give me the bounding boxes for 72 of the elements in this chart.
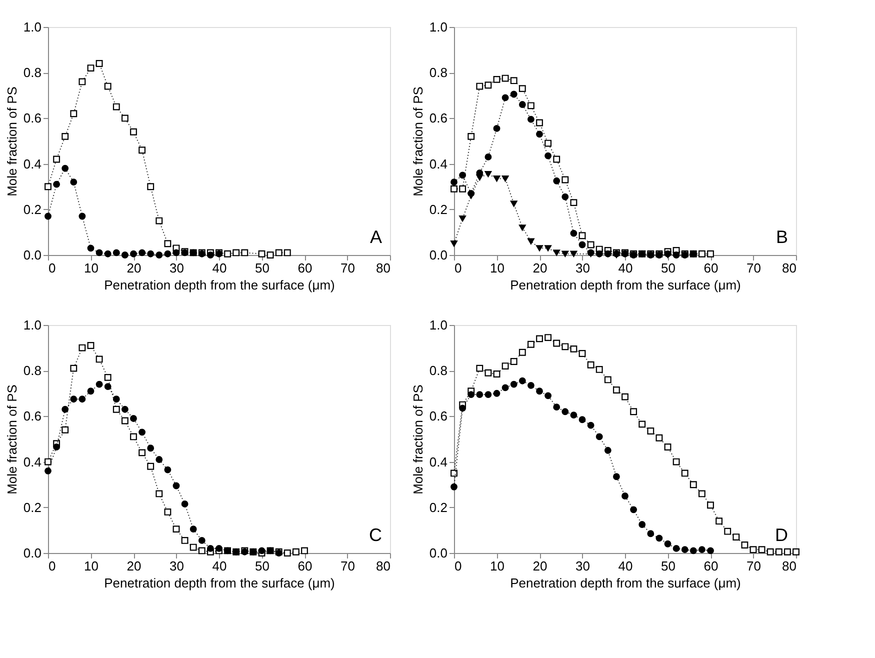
x-tick-label: 30 [576,558,590,574]
y-tick-label: 1.0 [429,318,448,332]
annotation: C [369,525,382,545]
x-tick-label: 60 [298,260,312,276]
y-tick-label: 0.6 [23,110,42,126]
x-tick-label: 70 [746,260,761,276]
x-axis-title: Penetration depth from the surface (μm) [510,278,741,292]
y-tick-label: 1.0 [23,318,42,332]
x-tick-label: 70 [340,558,355,574]
x-tick-label: 60 [298,558,312,574]
x-tick-label: 10 [84,558,98,574]
x-tick-label: 50 [255,260,270,276]
x-tick-label: 40 [618,558,633,574]
y-tick-label: 0.2 [23,202,42,217]
y-tick-label: 0.4 [429,454,448,470]
x-tick-label: 40 [212,558,227,574]
y-tick-label: 0.4 [429,156,448,172]
y-tick-label: 0.0 [429,248,448,262]
x-tick-label: 20 [532,558,548,574]
x-tick-label: 10 [490,558,504,574]
y-tick-label: 1.0 [429,20,448,34]
x-tick-label: 80 [782,260,796,276]
x-tick-label: 20 [126,260,142,276]
x-tick-label: 0 [48,260,56,276]
x-tick-label: 60 [704,558,718,574]
y-tick-label: 0.0 [429,546,448,560]
y-tick-label: 0.4 [23,156,42,172]
y-tick-label: 0.8 [23,65,42,80]
x-tick-label: 30 [170,558,184,574]
x-axis-title: Penetration depth from the surface (μm) [104,576,335,590]
y-tick-label: 0.0 [23,248,42,262]
y-axis-title: Mole fraction of PS [410,384,426,494]
y-tick-label: 0.8 [429,65,448,80]
x-tick-label: 40 [618,260,633,276]
x-tick-label: 70 [746,558,761,574]
x-tick-label: 0 [454,558,462,574]
y-tick-label: 0.8 [429,363,448,378]
y-tick-label: 0.2 [429,500,448,515]
x-tick-label: 70 [340,260,355,276]
y-tick-label: 0.6 [429,408,448,424]
x-tick-label: 10 [490,260,504,276]
x-tick-label: 40 [212,260,227,276]
x-tick-label: 60 [704,260,718,276]
annotation: D [775,525,788,545]
y-axis-title: Mole fraction of PS [4,86,20,196]
y-tick-label: 0.6 [23,408,42,424]
x-tick-label: 50 [255,558,270,574]
x-tick-label: 50 [661,260,676,276]
annotation: B [776,227,788,247]
x-tick-label: 20 [532,260,548,276]
y-axis-title: Mole fraction of PS [4,384,20,494]
x-tick-label: 80 [376,260,390,276]
y-tick-label: 0.8 [23,363,42,378]
x-tick-label: 50 [661,558,676,574]
x-tick-label: 20 [126,558,142,574]
x-tick-label: 30 [170,260,184,276]
x-tick-label: 0 [454,260,462,276]
x-tick-label: 0 [48,558,56,574]
x-tick-label: 80 [782,558,796,574]
y-tick-label: 0.4 [23,454,42,470]
y-tick-label: 0.2 [23,500,42,515]
y-tick-label: 0.2 [429,202,448,217]
y-axis-title: Mole fraction of PS [410,86,426,196]
y-tick-label: 1.0 [23,20,42,34]
x-tick-label: 30 [576,260,590,276]
x-axis-title: Penetration depth from the surface (μm) [510,576,741,590]
x-tick-label: 10 [84,260,98,276]
y-tick-label: 0.6 [429,110,448,126]
x-axis-title: Penetration depth from the surface (μm) [104,278,335,292]
annotation: A [370,227,382,247]
y-tick-label: 0.0 [23,546,42,560]
x-tick-label: 80 [376,558,390,574]
